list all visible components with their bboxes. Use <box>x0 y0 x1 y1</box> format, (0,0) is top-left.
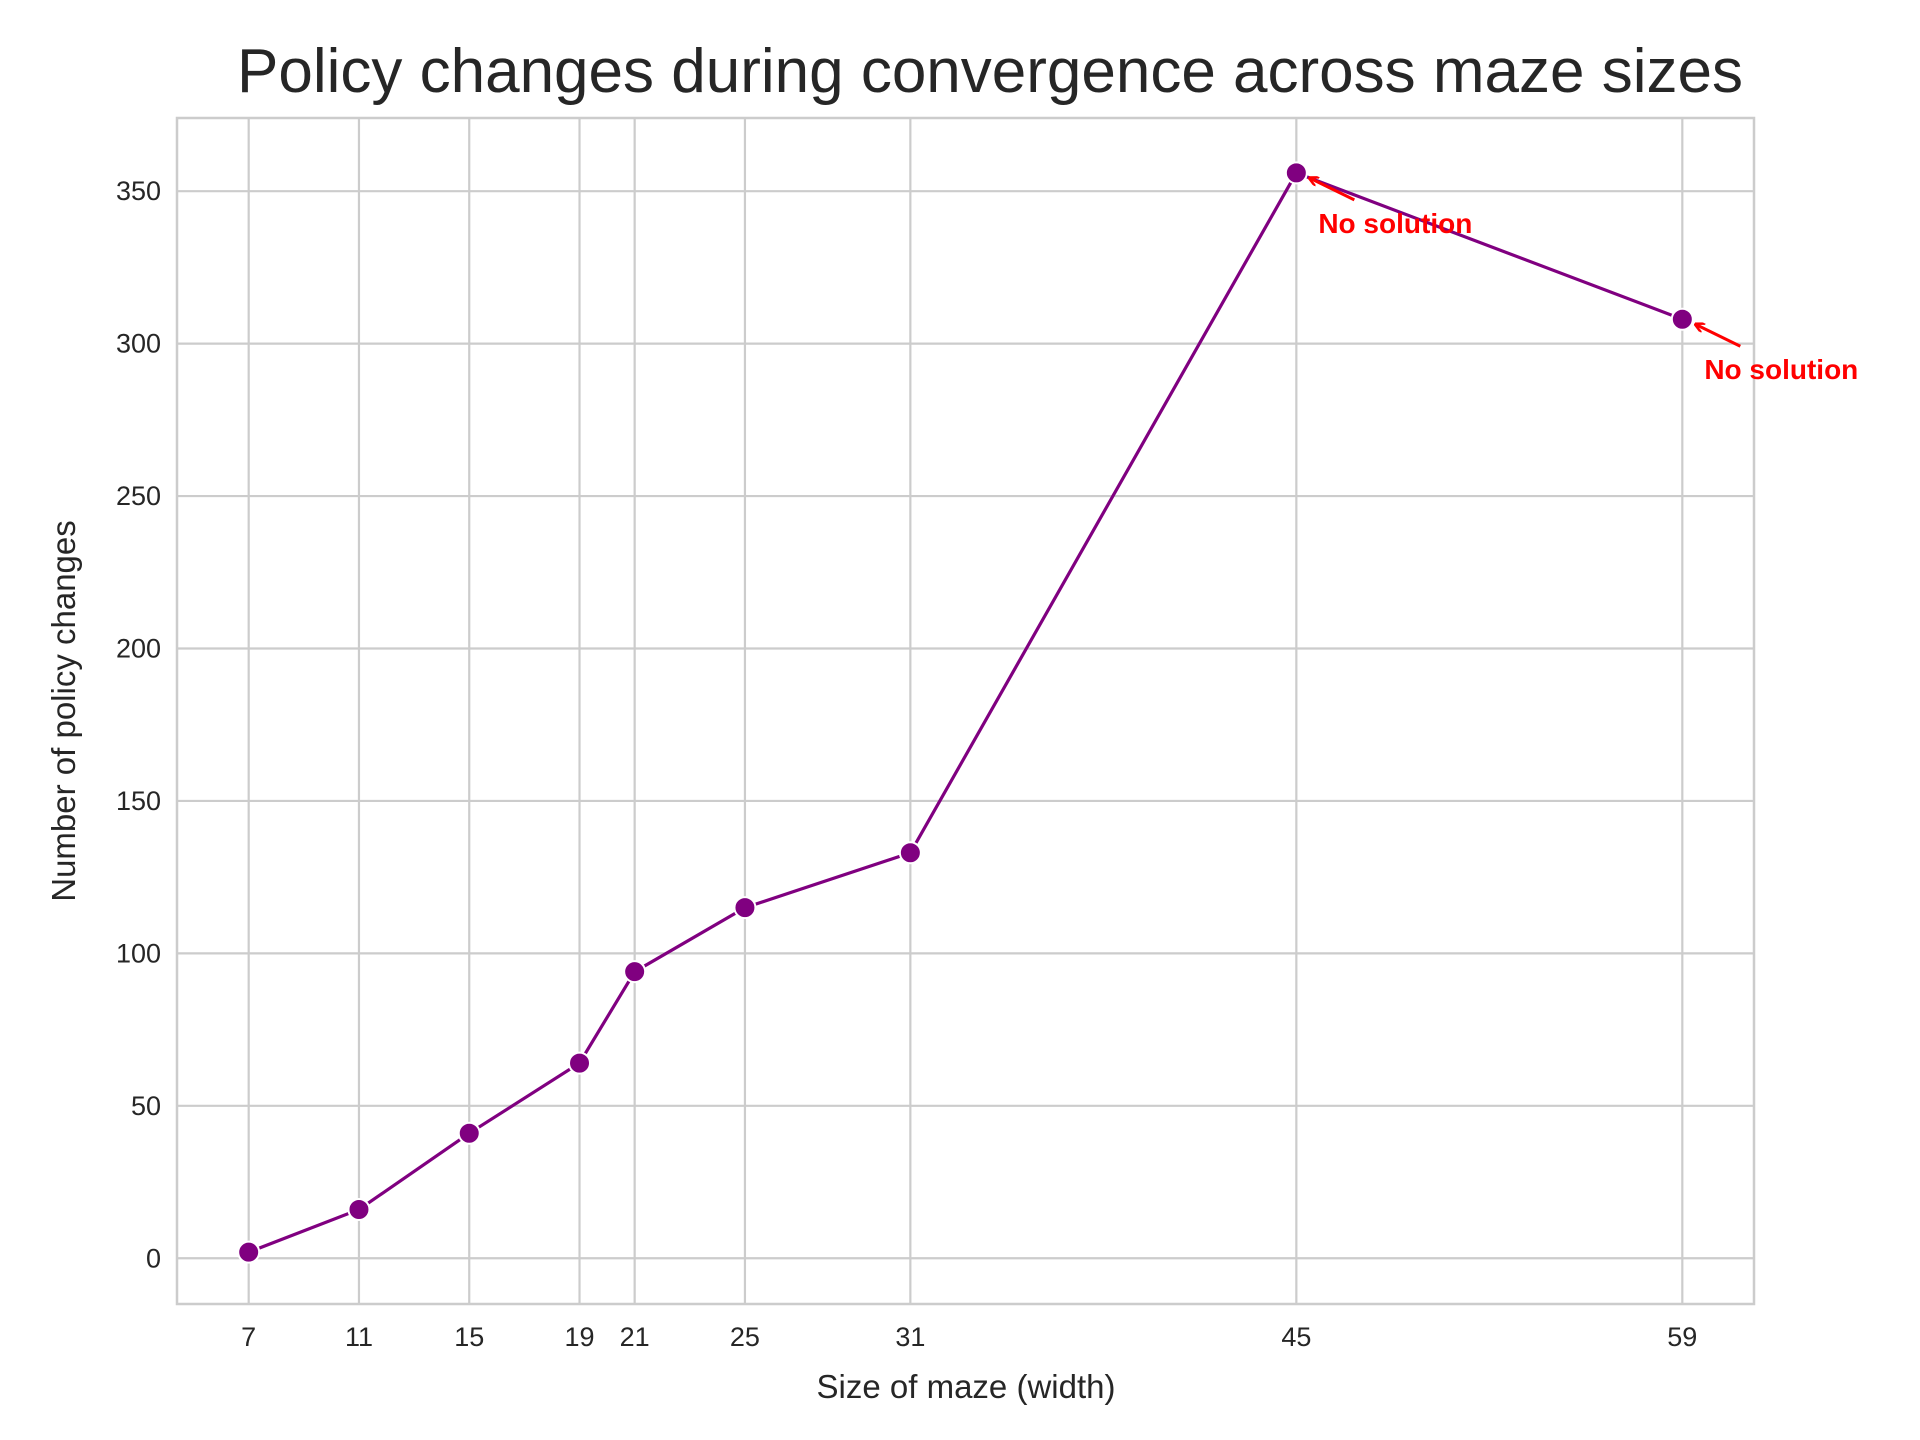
y-tick-label: 100 <box>116 938 161 968</box>
chart-title: Policy changes during convergence across… <box>237 37 1743 106</box>
data-point <box>237 1240 261 1264</box>
grid <box>177 118 1754 1304</box>
data-point <box>457 1121 481 1145</box>
data-point <box>898 841 922 865</box>
series-line <box>248 170 1683 1254</box>
y-axis: 0 50 100 150 200 250 300 350 <box>116 176 161 1273</box>
x-tick-label: 25 <box>730 1322 760 1352</box>
y-tick-label: 200 <box>116 633 161 663</box>
y-axis-label: Number of policy changes <box>45 520 82 902</box>
x-tick-label: 21 <box>620 1322 650 1352</box>
x-axis-label: Size of maze (width) <box>817 1368 1116 1405</box>
annotations: No solution No solution <box>1309 178 1858 385</box>
x-tick-label: 45 <box>1281 1322 1311 1352</box>
y-tick-label: 150 <box>116 786 161 816</box>
x-tick-label: 15 <box>454 1322 484 1352</box>
x-tick-label: 59 <box>1667 1322 1697 1352</box>
x-axis: 7 11 15 19 21 25 31 45 59 <box>241 1322 1697 1352</box>
data-points <box>237 161 1694 1264</box>
x-tick-label: 31 <box>895 1322 925 1352</box>
x-tick-label: 7 <box>241 1322 256 1352</box>
y-tick-label: 300 <box>116 329 161 359</box>
annotation-arrow <box>1309 178 1355 202</box>
annotation-arrow <box>1695 324 1741 348</box>
annotation-label: No solution <box>1704 354 1858 385</box>
y-tick-label: 0 <box>146 1243 161 1273</box>
y-tick-label: 250 <box>116 481 161 511</box>
x-tick-label: 19 <box>564 1322 594 1352</box>
data-point <box>1670 307 1694 331</box>
data-point <box>347 1197 371 1221</box>
y-tick-label: 350 <box>116 176 161 206</box>
data-point <box>623 960 647 984</box>
x-tick-label: 11 <box>345 1322 373 1352</box>
data-point <box>733 896 757 920</box>
data-point <box>568 1051 592 1075</box>
data-point <box>1284 161 1308 185</box>
y-tick-label: 50 <box>131 1091 161 1121</box>
plot-frame <box>175 116 1756 1306</box>
annotation-label: No solution <box>1318 208 1472 239</box>
